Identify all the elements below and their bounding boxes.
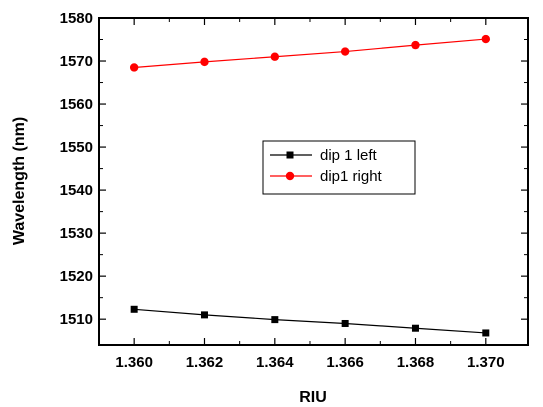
- series-line-0: [134, 308, 486, 334]
- data-point-square: [130, 305, 138, 313]
- legend-label-dip1-right: dip1 right: [320, 168, 383, 185]
- y-tick-label: 1520: [60, 268, 93, 285]
- data-point-circle: [481, 34, 491, 44]
- legend-marker-dip1-right: [285, 171, 295, 181]
- data-point-circle: [270, 52, 280, 61]
- legend: dip 1 left dip1 right: [262, 140, 416, 195]
- series-line-1: [134, 38, 486, 69]
- data-point-square: [341, 319, 349, 327]
- y-tick-label: 1580: [60, 10, 93, 27]
- legend-label-dip-1-left: dip 1 left: [320, 147, 378, 164]
- y-tick-label: 1540: [60, 182, 93, 199]
- data-point-square: [200, 311, 208, 319]
- y-tick-label: 1570: [60, 53, 93, 70]
- ticks-layer: 1510 1520 1530 1540 1550 1560 1570 1580 1.360 1.3…: [60, 10, 528, 371]
- x-tick-label: 1.364: [256, 354, 294, 371]
- x-axis-title: RIU: [299, 389, 327, 406]
- y-tick-label: 1510: [60, 311, 93, 328]
- y-tick-label: 1560: [60, 96, 93, 113]
- legend-box: [262, 140, 416, 195]
- series-layer: [129, 34, 491, 337]
- data-point-circle: [200, 57, 209, 67]
- y-axis-title: Wavelength (nm): [11, 117, 28, 245]
- x-tick-label: 1.362: [186, 354, 224, 371]
- x-tick-label: 1.370: [467, 354, 505, 371]
- data-point-circle: [411, 40, 420, 50]
- data-point-square: [482, 329, 490, 337]
- y-tick-label: 1550: [60, 139, 93, 156]
- plot-frame: [98, 17, 529, 346]
- x-tick-label: 1.366: [326, 354, 364, 371]
- data-point-circle: [340, 47, 350, 56]
- data-point-square: [411, 324, 419, 332]
- legend-marker-dip-1-left: [286, 151, 294, 159]
- x-tick-label: 1.368: [397, 354, 435, 371]
- x-tick-label: 1.360: [115, 354, 153, 371]
- data-point-circle: [129, 63, 139, 72]
- y-tick-label: 1530: [60, 225, 93, 242]
- data-point-square: [271, 316, 279, 324]
